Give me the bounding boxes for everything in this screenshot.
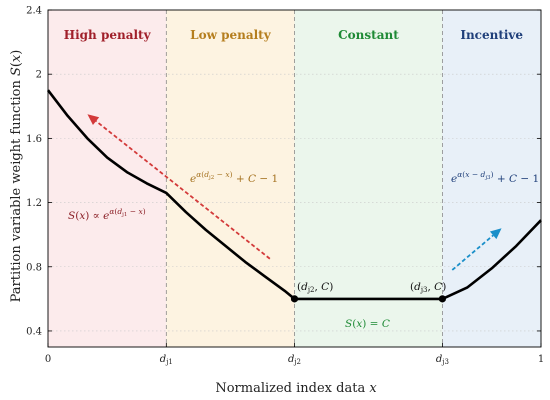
x-tick-label: dj2 [288,354,301,366]
y-axis-title: Partition variable weight function S(x) [9,50,24,303]
annotation-high-penalty-formula: S(x) ∝ eα(dj1 − x) [68,207,146,222]
x-tick-label: 1 [538,354,544,365]
y-tick-label: 0.4 [26,326,42,337]
x-axis-ticks: 0 dj1 dj2 dj3 1 [45,343,544,366]
region-1 [166,10,295,347]
y-axis-ticks: 0.4 0.8 1.2 1.6 2 2.4 [26,6,541,337]
annotation-low-penalty-formula: eα(dj2 − x) + C − 1 [190,170,278,185]
marker-label-dj3: (dj3, C) [410,281,446,294]
y-tick-label: 1.6 [26,134,42,145]
annotation-incentive-formula: eα(x − dj3) + C − 1 [451,170,539,185]
y-tick-label: 0.8 [26,262,42,273]
arrow-head [87,114,100,126]
x-tick-label: dj3 [436,354,449,366]
y-tick-label: 2 [36,70,42,81]
x-axis-title: Normalized index data x [215,381,377,396]
arrow-head [489,228,502,240]
region-title-constant: Constant [338,28,399,42]
weight-function-line [46,89,542,301]
region-dividers [165,10,443,347]
y-tick-label: 2.4 [26,6,42,17]
x-tick-label: 0 [45,354,51,365]
annotation-arrows [87,114,502,271]
region-titles: High penalty Low penalty Constant Incent… [64,28,524,42]
x-tick-label: dj1 [160,354,173,366]
marker-label-dj2: (dj2, C) [297,281,333,294]
curve-marker [438,295,446,303]
region-title-high-penalty: High penalty [64,28,152,42]
region-2 [294,10,443,347]
region-title-incentive: Incentive [460,28,523,42]
arrow-shaft [451,234,494,271]
arrow-shaft [95,120,271,260]
region-0 [48,10,167,347]
region-title-low-penalty: Low penalty [190,28,272,42]
curve-marker [290,295,299,303]
annotation-constant-formula: S(x) = C [345,318,390,330]
curve-markers [290,295,446,303]
y-tick-label: 1.2 [26,198,42,209]
